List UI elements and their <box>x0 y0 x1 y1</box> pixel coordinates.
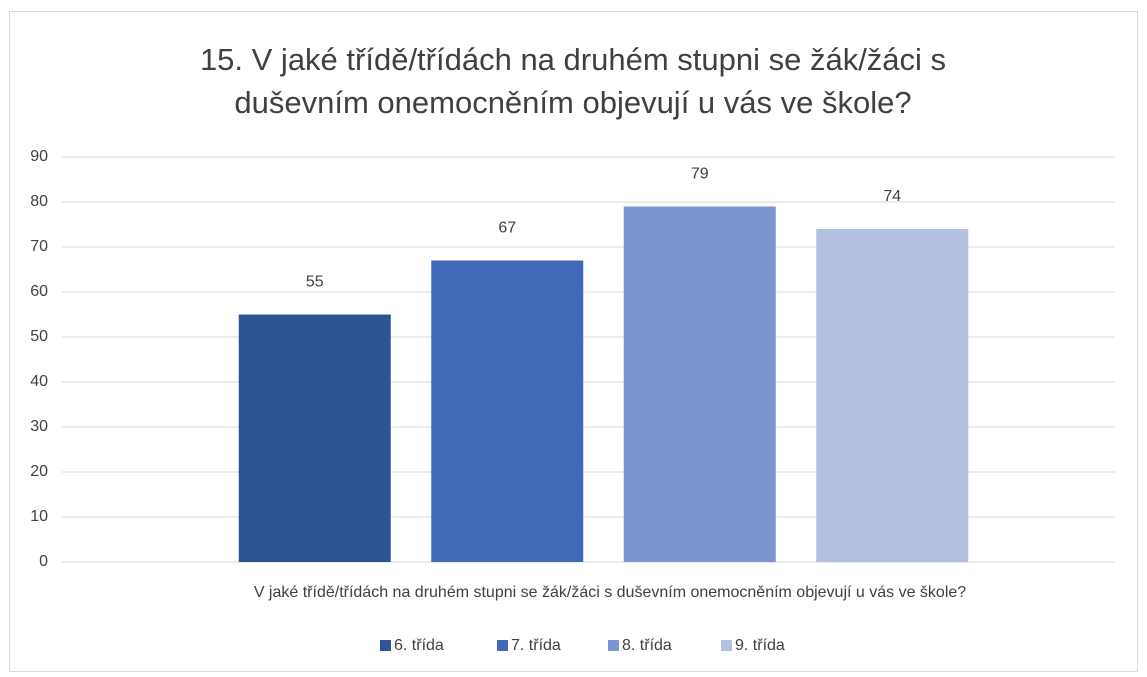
legend-label: 9. třída <box>735 637 785 654</box>
data-label: 67 <box>498 220 516 237</box>
y-tick-label: 10 <box>30 508 48 525</box>
legend-swatch <box>497 640 508 651</box>
data-label: 74 <box>883 188 901 205</box>
y-tick-label: 30 <box>30 418 48 435</box>
chart-title: 15. V jaké třídě/třídách na druhém stupn… <box>199 42 947 120</box>
y-tick-label: 40 <box>30 373 48 390</box>
legend-swatch <box>608 640 619 651</box>
x-tick-label: V jaké třídě/třídách na druhém stupni se… <box>254 584 966 601</box>
bar <box>623 206 776 562</box>
y-tick-label: 80 <box>30 193 48 210</box>
bar <box>816 229 969 562</box>
data-label: 79 <box>691 166 709 183</box>
y-tick-label: 20 <box>30 463 48 480</box>
y-tick-label: 60 <box>30 283 48 300</box>
legend-swatch <box>721 640 732 651</box>
bar <box>238 314 391 562</box>
y-tick-label: 50 <box>30 328 48 345</box>
data-label: 55 <box>306 274 324 291</box>
legend-label: 8. třída <box>622 637 672 654</box>
y-tick-label: 90 <box>30 148 48 165</box>
bar <box>431 260 584 562</box>
legend-swatch <box>380 640 391 651</box>
y-tick-label: 0 <box>39 553 48 570</box>
legend-label: 7. třída <box>511 637 561 654</box>
y-tick-label: 70 <box>30 238 48 255</box>
legend-label: 6. třída <box>394 637 444 654</box>
